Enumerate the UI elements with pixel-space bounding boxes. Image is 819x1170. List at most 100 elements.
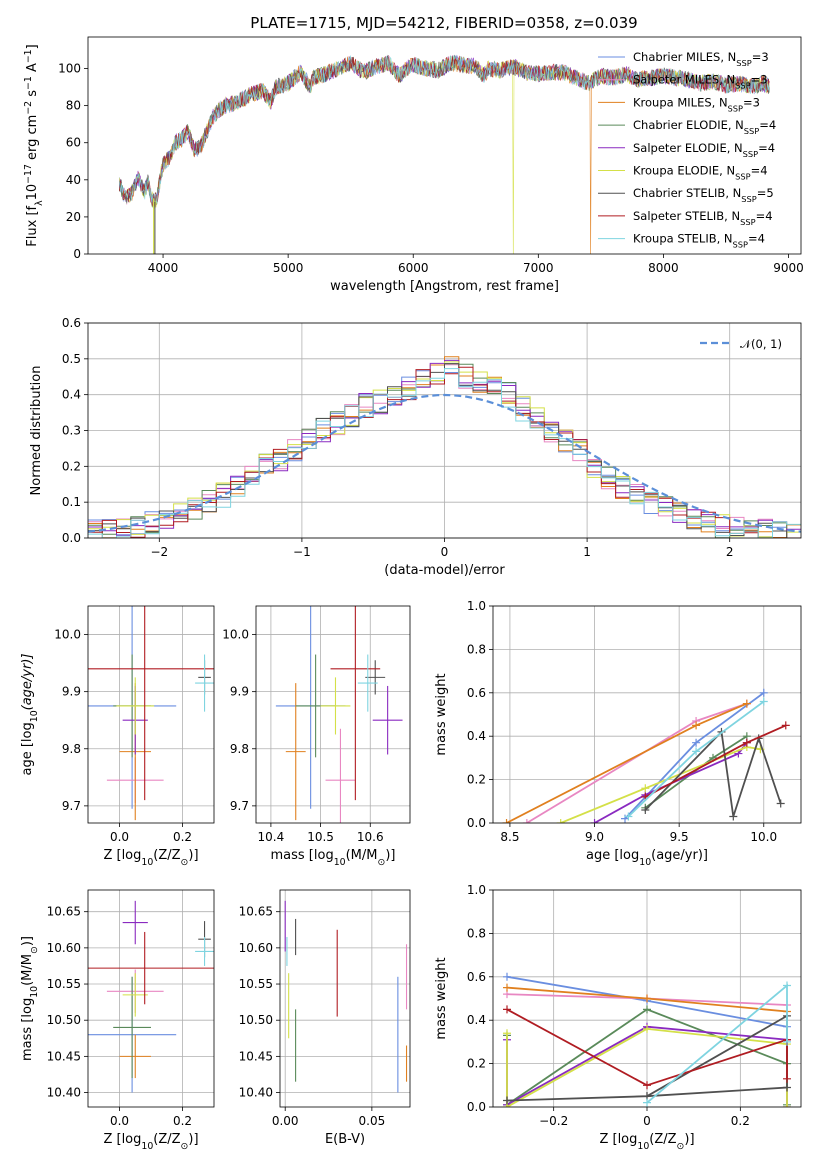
legend-label-part: =4 bbox=[748, 232, 765, 246]
weight-marker bbox=[742, 699, 751, 708]
legend-label-part: =3 bbox=[751, 73, 768, 87]
spectrum-ytick-label: 20 bbox=[66, 210, 81, 224]
legend-label-part: SSP bbox=[744, 126, 759, 136]
spectrum-ylabel-part: Flux [f bbox=[25, 205, 40, 246]
spectrum-xtick-label: 4000 bbox=[148, 261, 179, 275]
residuals-plot-area bbox=[88, 356, 801, 538]
weight-vs-age-xtick-label: 9.5 bbox=[670, 830, 689, 844]
legend-label-part: Kroupa ELODIE, N bbox=[633, 164, 735, 178]
spectrum-frame bbox=[87, 36, 802, 255]
spectrum-ylabel-part: −17 bbox=[23, 164, 34, 184]
weight-series-line bbox=[560, 746, 761, 823]
mass-vs-z-xtick-label: 0.2 bbox=[173, 1114, 192, 1128]
weight-marker bbox=[783, 1083, 791, 1092]
residuals-ytick-label: 0.1 bbox=[62, 495, 81, 509]
weight-marker bbox=[776, 799, 785, 808]
age-vs-mass-axes: 10.4 10.5 10.6 9.7 9.8 9.9 10.0 mass [log10(M/M… bbox=[222, 605, 411, 868]
spectrum-ytick-label: 80 bbox=[66, 99, 81, 113]
mass-vs-z-ylabel-part: 10 bbox=[29, 986, 40, 998]
weight-vs-age-frame bbox=[492, 605, 802, 824]
age-vs-mass-xtick-label: 10.4 bbox=[258, 830, 285, 844]
residuals-ytick-label: 0.5 bbox=[62, 352, 81, 366]
age-vs-z-xlabel-part: 10 bbox=[141, 857, 153, 868]
spectrum-xtick-label: 5000 bbox=[273, 261, 304, 275]
legend-label-part: SSP bbox=[741, 194, 756, 204]
age-vs-z-ytick-label: 9.7 bbox=[62, 799, 81, 813]
age-vs-z-ylabel-part: (age/yr)] bbox=[20, 654, 35, 711]
age-vs-mass-xlabel-part: )] bbox=[385, 848, 395, 863]
weight-vs-z-frame bbox=[492, 889, 802, 1108]
mass-vs-z-xlabel-part: ⊙ bbox=[181, 1141, 189, 1152]
age-vs-z-xtick-label: 0.2 bbox=[173, 830, 192, 844]
weight-vs-age-ytick-label: 0.0 bbox=[467, 816, 486, 830]
spectrum-ylabel-part: 10 bbox=[25, 184, 40, 201]
weight-marker bbox=[590, 819, 599, 823]
spectrum-ylabel-part: erg cm bbox=[25, 115, 40, 164]
residuals-ylabel: Normed distribution bbox=[29, 366, 44, 496]
legend-label-part: =4 bbox=[756, 209, 773, 223]
mass-vs-z-ylabel-part: (M/M bbox=[20, 954, 35, 986]
mass-vs-z-ylabel: mass [log10(M/M⊙)] bbox=[20, 936, 40, 1061]
weight-vs-age-ytick-label: 1.0 bbox=[467, 599, 486, 613]
age-vs-mass-ytick-label: 9.9 bbox=[230, 685, 249, 699]
legend-label-part: Chabrier STELIB, N bbox=[633, 186, 741, 200]
legend-label: Salpeter ELODIE, NSSP=4 bbox=[633, 141, 775, 159]
weight-marker bbox=[502, 819, 511, 823]
weight-marker bbox=[641, 805, 650, 814]
age-vs-mass-ytick-label: 9.8 bbox=[230, 742, 249, 756]
weight-vs-age-ytick-label: 0.6 bbox=[467, 686, 486, 700]
legend-label-part: =5 bbox=[757, 186, 774, 200]
weight-marker bbox=[742, 738, 751, 747]
mass-vs-z-xlabel-part: Z [log bbox=[103, 1132, 141, 1147]
mass-vs-ebv-xlabel: E(B-V) bbox=[325, 1132, 365, 1147]
legend-label-part: =4 bbox=[758, 141, 775, 155]
age-vs-z-ytick-label: 10.0 bbox=[54, 628, 81, 642]
mass-vs-z-ytick-label: 10.65 bbox=[47, 905, 81, 919]
age-vs-mass-xlabel: mass [log10(M/M⊙)] bbox=[271, 848, 396, 868]
weight-vs-z-ytick-label: 0.6 bbox=[467, 970, 486, 984]
age-vs-z-xlabel-part: ⊙ bbox=[181, 857, 189, 868]
age-vs-mass-frame bbox=[255, 605, 411, 824]
weight-vs-z-ytick-label: 0.8 bbox=[467, 926, 486, 940]
legend-label-part: =4 bbox=[759, 118, 776, 132]
legend-label: Chabrier MILES, NSSP=3 bbox=[633, 50, 769, 68]
weight-series-line bbox=[506, 1008, 788, 1087]
age-vs-z-xtick-label: 0.0 bbox=[110, 830, 129, 844]
weight-marker bbox=[643, 1005, 651, 1014]
normal-curve bbox=[88, 393, 801, 533]
spectrum-ylabel-part: s bbox=[25, 90, 40, 101]
weight-marker bbox=[783, 1037, 791, 1046]
spectrum-series-line bbox=[119, 54, 770, 210]
weight-marker bbox=[759, 688, 768, 697]
legend-label: Kroupa MILES, NSSP=3 bbox=[633, 95, 760, 113]
mass-vs-z-ytick-label: 10.50 bbox=[47, 1013, 81, 1027]
legend-label-part: Salpeter ELODIE, N bbox=[633, 141, 743, 155]
legend-label: Chabrier STELIB, NSSP=5 bbox=[633, 186, 774, 204]
legend-label: Chabrier ELODIE, NSSP=4 bbox=[633, 118, 776, 136]
age-vs-z-ylabel-part: 10 bbox=[29, 710, 40, 722]
spectrum-xtick-label: 8000 bbox=[648, 261, 679, 275]
age-vs-mass-plot-area bbox=[275, 606, 403, 823]
weight-marker bbox=[729, 812, 738, 821]
age-vs-z-xlabel-part: Z [log bbox=[103, 848, 141, 863]
mass-vs-ebv-ytick-label: 10.40 bbox=[239, 1086, 273, 1100]
age-vs-z-frame bbox=[87, 605, 215, 824]
residuals-ytick-label: 0.3 bbox=[62, 424, 81, 438]
age-vs-mass-ytick-label: 9.7 bbox=[230, 799, 249, 813]
mass-vs-ebv-ytick-label: 10.65 bbox=[239, 905, 273, 919]
legend-label-part: SSP bbox=[736, 58, 751, 68]
mass-vs-z-xlabel-part: (Z/Z bbox=[153, 1132, 180, 1147]
spectrum-ylabel-part: A bbox=[25, 63, 40, 76]
age-vs-mass-xlabel-part: ⊙ bbox=[377, 857, 385, 868]
age-vs-z-ytick-label: 9.9 bbox=[62, 685, 81, 699]
weight-marker bbox=[503, 983, 511, 992]
weight-vs-age-ytick-label: 0.8 bbox=[467, 642, 486, 656]
weight-marker bbox=[783, 981, 791, 990]
legend-label: 𝒩(0, 1) bbox=[740, 337, 782, 351]
weight-vs-z-ytick-label: 0.4 bbox=[467, 1013, 486, 1027]
weight-vs-age-xlabel-part: age [log bbox=[586, 848, 639, 863]
legend-label-part: Chabrier MILES, N bbox=[633, 50, 736, 64]
weight-marker bbox=[643, 1098, 651, 1107]
weight-vs-age-plot-area bbox=[502, 688, 790, 823]
